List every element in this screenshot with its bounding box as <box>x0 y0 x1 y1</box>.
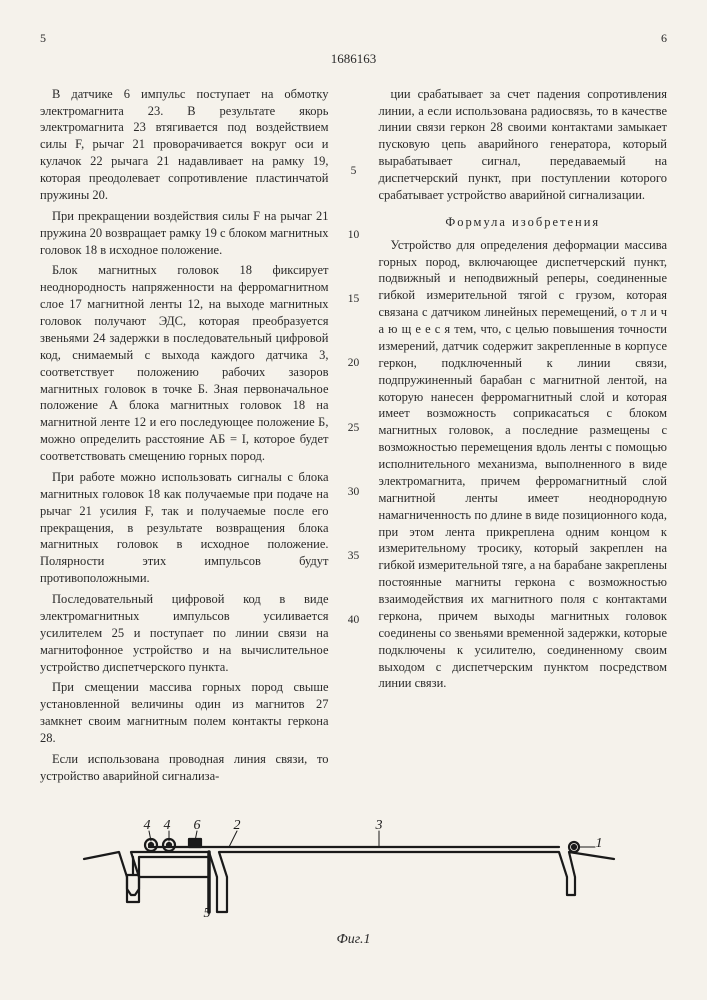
claim-text: Устройство для определения деформации ма… <box>379 237 668 693</box>
line-number: 30 <box>347 485 361 501</box>
line-number: 10 <box>347 228 361 244</box>
paragraph: При прекращении воздействия силы F на ры… <box>40 208 329 259</box>
line-number: 35 <box>347 549 361 565</box>
line-number: 40 <box>347 613 361 629</box>
line-number: 25 <box>347 421 361 437</box>
paragraph: В датчике 6 импульс поступает на обмотку… <box>40 86 329 204</box>
paragraph: ции срабатывает за счет падения сопротив… <box>379 86 668 204</box>
claim-title: Формула изобретения <box>379 214 668 231</box>
svg-text:4: 4 <box>143 818 150 833</box>
line-number: 20 <box>347 356 361 372</box>
page-num-left: 5 <box>40 30 46 46</box>
figure-caption: Фиг.1 <box>40 931 667 950</box>
page-num-right: 6 <box>661 30 667 46</box>
svg-text:5: 5 <box>203 906 210 921</box>
figure-svg: 44 6 2 3 1 5 <box>59 817 649 927</box>
right-column: ции срабатывает за счет падения сопротив… <box>379 86 668 789</box>
patent-number: 1686163 <box>40 50 667 68</box>
paragraph: Последовательный цифровой код в виде эле… <box>40 591 329 675</box>
svg-text:3: 3 <box>374 818 382 833</box>
line-number: 5 <box>347 164 361 180</box>
svg-text:6: 6 <box>193 818 200 833</box>
text-columns: В датчике 6 импульс поступает на обмотку… <box>40 86 667 789</box>
left-column: В датчике 6 импульс поступает на обмотку… <box>40 86 329 789</box>
svg-text:4: 4 <box>163 818 170 833</box>
figure-1: 44 6 2 3 1 5 Фиг.1 <box>40 817 667 950</box>
svg-text:1: 1 <box>595 836 602 851</box>
paragraph: При работе можно использовать сигналы с … <box>40 469 329 587</box>
svg-text:2: 2 <box>233 818 240 833</box>
paragraph: Блок магнитных головок 18 фиксирует неод… <box>40 262 329 465</box>
line-number: 15 <box>347 292 361 308</box>
line-numbers: 5 10 15 20 25 30 35 40 <box>347 86 361 789</box>
paragraph: Если использована проводная линия связи,… <box>40 751 329 785</box>
paragraph: При смещении массива горных пород свыше … <box>40 679 329 747</box>
